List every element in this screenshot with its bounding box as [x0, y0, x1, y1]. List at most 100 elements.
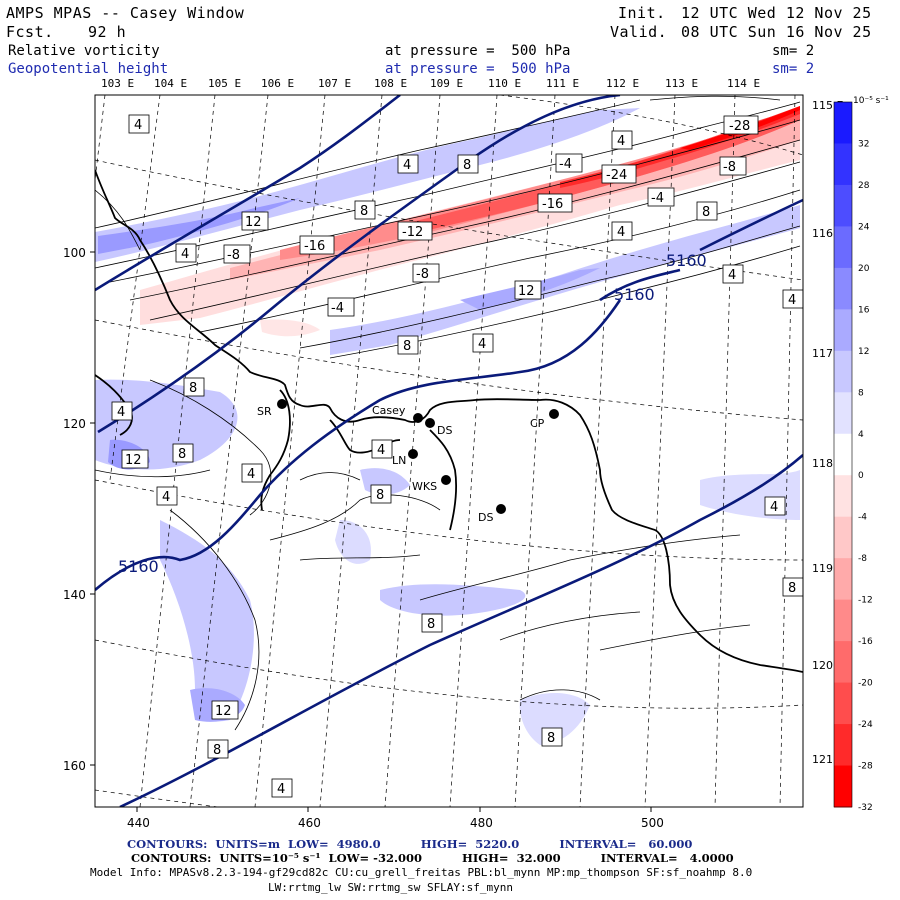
lon-label: 110 E [488, 77, 522, 90]
station-marker-sr [277, 399, 287, 409]
colorbar-tick-label: 12 [858, 347, 869, 357]
svg-text:-8: -8 [227, 248, 240, 263]
station-markers [277, 399, 559, 514]
svg-text:4: 4 [117, 405, 125, 420]
svg-text:4: 4 [403, 158, 411, 173]
station-label: DS [437, 424, 452, 437]
contour-label: 8 [696, 201, 718, 221]
svg-text:4: 4 [617, 134, 625, 149]
height-contour-label: 5160 [666, 251, 707, 270]
svg-text:-8: -8 [723, 160, 736, 175]
contour-label: 4 [241, 463, 263, 483]
svg-text:4: 4 [377, 443, 385, 458]
colorbar-swatch [834, 143, 852, 186]
colorbar-tick-label: 8 [858, 388, 864, 398]
svg-text:4: 4 [181, 247, 189, 262]
svg-text:4: 4 [247, 467, 255, 482]
colorbar-swatch [834, 433, 852, 476]
height-contour-label: 5160 [118, 557, 159, 576]
svg-text:-4: -4 [559, 157, 572, 172]
svg-text:8: 8 [427, 617, 435, 632]
contour-label: 8 [354, 200, 376, 220]
station-marker-ln [408, 449, 418, 459]
colorbar-tick-label: 4 [858, 430, 864, 440]
contour-label: 8 [782, 577, 804, 597]
contour-label: -4 [647, 187, 675, 207]
contour-label: -8 [223, 244, 251, 264]
colorbar-tick-label: -24 [858, 720, 873, 730]
colorbar-swatch [834, 184, 852, 227]
contour-label: 8 [183, 377, 205, 397]
field-height-level: at pressure = 500 hPa [385, 61, 571, 77]
colorbar-tick-label: 24 [858, 222, 870, 232]
contour-label: 4 [472, 333, 494, 353]
model-title: AMPS MPAS -- Casey Window [6, 4, 245, 22]
field-vorticity-smoothing: sm= 2 [772, 43, 815, 59]
contour-label: 4 [156, 486, 178, 506]
field-vorticity-level: at pressure = 500 hPa [385, 43, 571, 59]
svg-text:8: 8 [702, 205, 710, 220]
contour-label: 4 [111, 401, 133, 421]
colorbar-tick-label: -8 [858, 554, 867, 564]
contour-label: 4 [128, 114, 150, 134]
contour-label: -16 [299, 235, 335, 255]
station-marker-wks [441, 475, 451, 485]
contour-label: 4 [271, 778, 293, 798]
contour-label: 12 [241, 211, 269, 231]
station-label: WKS [412, 480, 437, 493]
height-contour-label: 5160 [614, 285, 655, 304]
contour-label: -8 [719, 156, 747, 176]
svg-text:8: 8 [547, 731, 555, 746]
y-tick-label: 160 [63, 759, 86, 773]
colorbar-tick-label: -16 [858, 637, 873, 647]
colorbar-tick-label: 0 [858, 471, 864, 481]
station-marker-casey [413, 413, 423, 423]
lon-label: 112 E [606, 77, 640, 90]
footer-physics-info: LW:rrtmg_lw SW:rrtmg_sw SFLAY:sf_mynn [268, 881, 514, 894]
contour-label: 12 [514, 280, 542, 300]
lon-label: 108 E [374, 77, 408, 90]
y-tick-label: 100 [63, 246, 86, 260]
colorbar-swatch [834, 599, 852, 642]
station-label: SR [257, 405, 272, 418]
svg-text:8: 8 [376, 488, 384, 503]
colorbar-unit: 10⁻⁵ s⁻¹ [853, 96, 889, 106]
colorbar-swatch [834, 226, 852, 269]
colorbar-swatch [834, 724, 852, 767]
lon-label: 104 E [154, 77, 188, 90]
footer-model-info: Model Info: MPASv8.2.3-194-gf29cd82c CU:… [90, 866, 753, 879]
contour-label: 4 [175, 243, 197, 263]
lon-label: 105 E [208, 77, 242, 90]
valid-time: 08 UTC Sun 16 Nov 25 [681, 23, 872, 41]
station-marker-cp [549, 409, 559, 419]
colorbar: 32 28 24 20 16 12 8 4 0 -4 -8 -12 -16 -20 -24 -28 -32 [833, 101, 873, 813]
svg-text:-4: -4 [651, 191, 664, 206]
y-tick-label: 140 [63, 588, 86, 602]
contour-label: -4 [327, 297, 355, 317]
svg-text:8: 8 [788, 581, 796, 596]
svg-text:12: 12 [125, 453, 142, 468]
contour-label: 8 [397, 335, 419, 355]
colorbar-tick-label: 28 [858, 181, 870, 191]
svg-text:8: 8 [403, 339, 411, 354]
colorbar-swatch [834, 641, 852, 684]
forecast-hour: 92 h [88, 23, 127, 41]
colorbar-swatch [834, 392, 852, 435]
contour-label: 4 [371, 439, 393, 459]
valid-label: Valid. [610, 23, 668, 41]
station-marker-ds-inland [496, 504, 506, 514]
colorbar-tick-label: -28 [858, 762, 873, 772]
init-time: 12 UTC Wed 12 Nov 25 [681, 4, 872, 22]
contour-label: 8 [457, 154, 479, 174]
contour-label: 8 [172, 443, 194, 463]
field-height-name: Geopotential height [8, 61, 169, 77]
colorbar-swatch [834, 267, 852, 310]
contour-label: 4 [764, 496, 786, 516]
contour-label: 8 [207, 739, 229, 759]
svg-text:-12: -12 [402, 225, 423, 240]
colorbar-swatch [834, 309, 852, 352]
svg-text:4: 4 [478, 337, 486, 352]
colorbar-swatch [834, 516, 852, 559]
svg-text:-16: -16 [542, 197, 563, 212]
